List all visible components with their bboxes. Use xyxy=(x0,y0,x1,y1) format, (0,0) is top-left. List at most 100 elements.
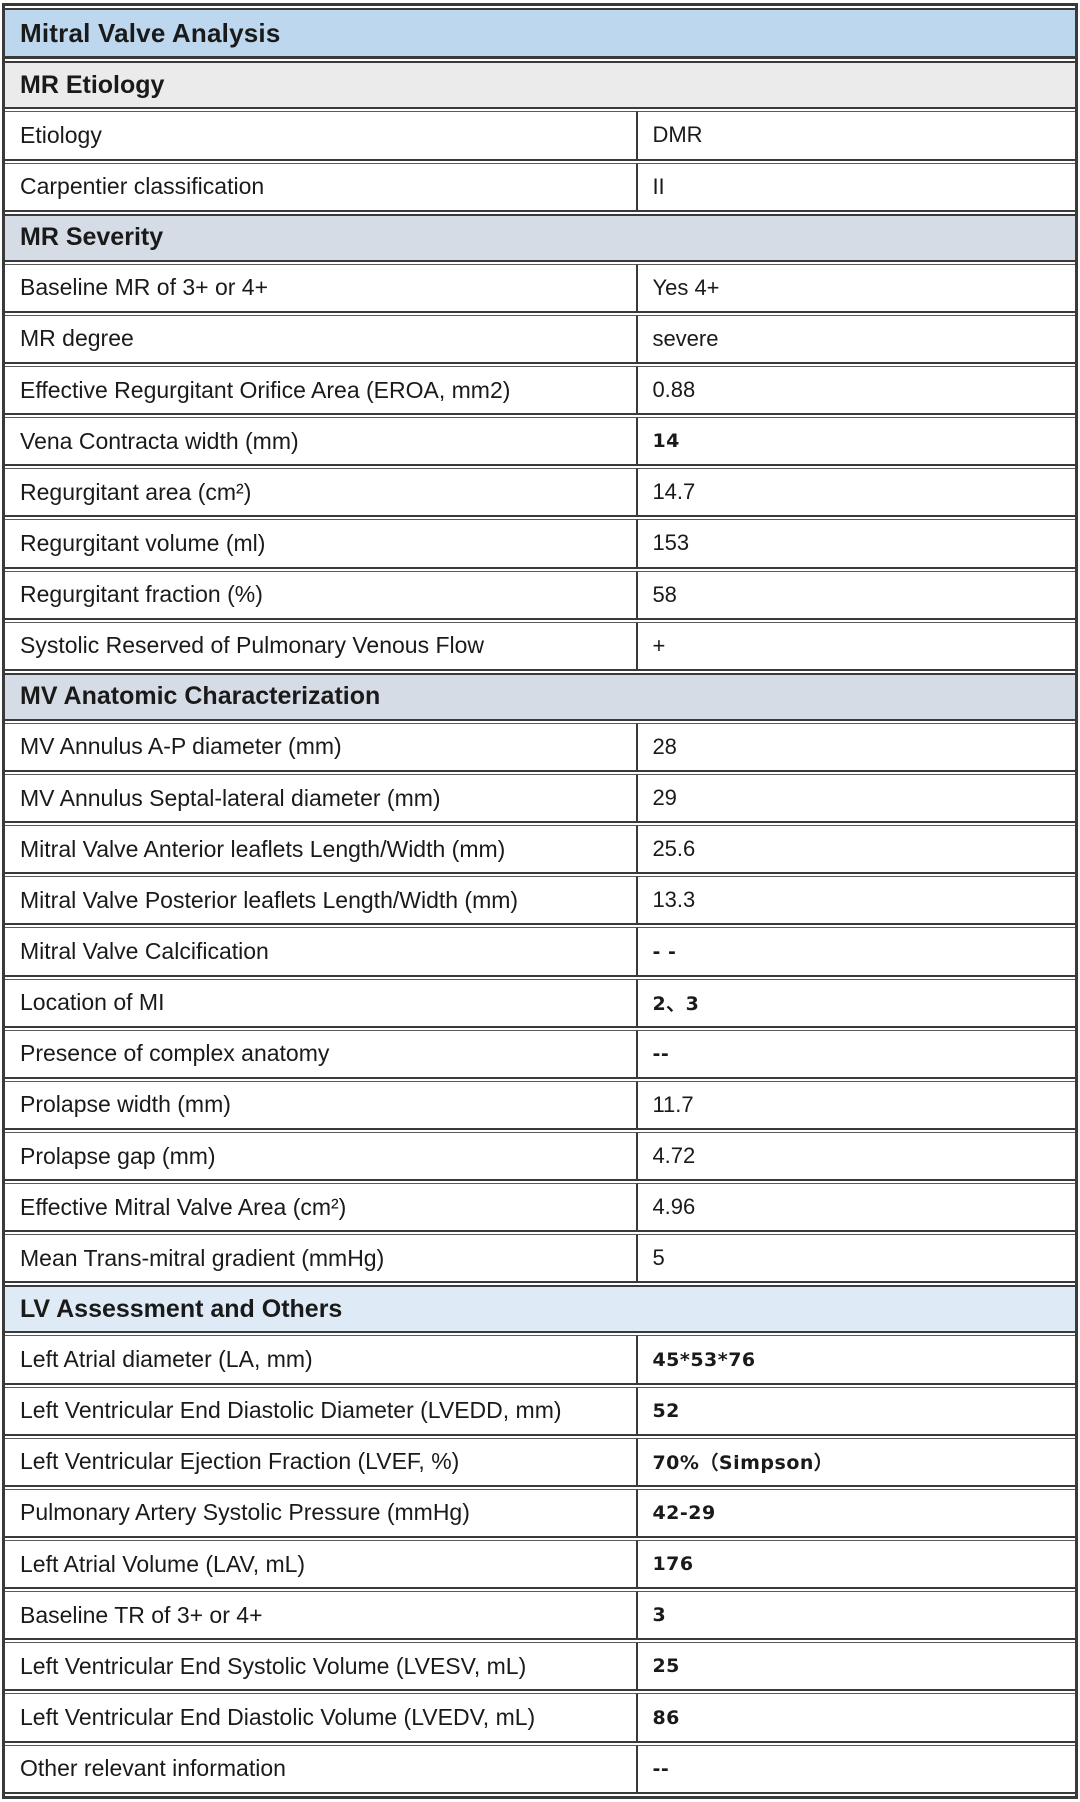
table-row: Presence of complex anatomy -- xyxy=(5,1029,1075,1079)
row-value: -- xyxy=(638,1029,1075,1079)
table-row: Effective Regurgitant Orifice Area (EROA… xyxy=(5,365,1075,416)
section-header-row: MR Etiology xyxy=(5,61,1075,110)
row-value: 70%（Simpson） xyxy=(638,1437,1075,1487)
row-label: Mean Trans-mitral gradient (mmHg) xyxy=(5,1234,639,1284)
row-value: 5 xyxy=(638,1234,1075,1284)
table-row: Other relevant information -- xyxy=(5,1744,1075,1794)
row-label: Location of MI xyxy=(5,978,639,1028)
row-label: Left Ventricular Ejection Fraction (LVEF… xyxy=(5,1437,639,1487)
table-row: Effective Mitral Valve Area (cm²) 4.96 xyxy=(5,1183,1075,1233)
table-row: Vena Contracta width (mm) 14 xyxy=(5,417,1075,467)
row-label: MV Annulus A-P diameter (mm) xyxy=(5,722,639,773)
row-value: 58 xyxy=(638,570,1075,620)
section-header-row: MR Severity xyxy=(5,213,1075,262)
row-label: Baseline TR of 3+ or 4+ xyxy=(5,1591,639,1641)
table-row: Regurgitant volume (ml) 153 xyxy=(5,519,1075,569)
row-value: 14 xyxy=(638,417,1075,467)
row-value: 14.7 xyxy=(638,468,1075,518)
row-label: Left Atrial diameter (LA, mm) xyxy=(5,1335,639,1385)
row-label: Regurgitant area (cm²) xyxy=(5,468,639,518)
row-value: 153 xyxy=(638,519,1075,569)
table-row: MV Annulus Septal-lateral diameter (mm) 2… xyxy=(5,774,1075,824)
row-value: 0.88 xyxy=(638,365,1075,416)
row-label: Prolapse gap (mm) xyxy=(5,1132,639,1182)
row-value: 45*53*76 xyxy=(638,1335,1075,1385)
row-value: 3 xyxy=(638,1591,1075,1641)
row-value: DMR xyxy=(638,111,1075,161)
row-label: Pulmonary Artery Systolic Pressure (mmHg… xyxy=(5,1488,639,1539)
row-value: 52 xyxy=(638,1386,1075,1436)
row-value: -- xyxy=(638,1744,1075,1794)
section-header-mr-severity: MR Severity xyxy=(5,213,1075,262)
table-row: Baseline MR of 3+ or 4+ Yes 4+ xyxy=(5,263,1075,313)
row-value: + xyxy=(638,621,1075,671)
table-row: Left Ventricular Ejection Fraction (LVEF… xyxy=(5,1437,1075,1487)
row-value: 25.6 xyxy=(638,825,1075,875)
row-value: 13.3 xyxy=(638,876,1075,926)
row-value: - - xyxy=(638,927,1075,977)
section-header-lv-assessment-and-others: LV Assessment and Others xyxy=(5,1285,1075,1334)
row-value: 176 xyxy=(638,1540,1075,1590)
table-row: Baseline TR of 3+ or 4+ 3 xyxy=(5,1591,1075,1641)
table-row: Pulmonary Artery Systolic Pressure (mmHg… xyxy=(5,1488,1075,1539)
row-label: Systolic Reserved of Pulmonary Venous Fl… xyxy=(5,621,639,671)
row-value: 42-29 xyxy=(638,1488,1075,1539)
table-row: Left Ventricular End Systolic Volume (LV… xyxy=(5,1642,1075,1692)
table-row: Regurgitant fraction (%) 58 xyxy=(5,570,1075,620)
section-header-row: MV Anatomic Characterization xyxy=(5,672,1075,721)
row-value: severe xyxy=(638,314,1075,364)
table-title-row: Mitral Valve Analysis xyxy=(5,8,1075,60)
table-title: Mitral Valve Analysis xyxy=(5,8,1075,60)
row-label: Mitral Valve Anterior leaflets Length/Wi… xyxy=(5,825,639,875)
table-row: Left Ventricular End Diastolic Volume (L… xyxy=(5,1693,1075,1743)
row-label: Left Ventricular End Diastolic Diameter … xyxy=(5,1386,639,1436)
row-value: 29 xyxy=(638,774,1075,824)
table-row: Mitral Valve Calcification - - xyxy=(5,927,1075,977)
row-label: Regurgitant fraction (%) xyxy=(5,570,639,620)
table-row: MV Annulus A-P diameter (mm) 28 xyxy=(5,722,1075,773)
row-value: Yes 4+ xyxy=(638,263,1075,313)
table-row: Mitral Valve Anterior leaflets Length/Wi… xyxy=(5,825,1075,875)
row-label: Effective Mitral Valve Area (cm²) xyxy=(5,1183,639,1233)
row-label: Etiology xyxy=(5,111,639,161)
row-label: Left Ventricular End Systolic Volume (LV… xyxy=(5,1642,639,1692)
table-row: Left Ventricular End Diastolic Diameter … xyxy=(5,1386,1075,1436)
table-row: Carpentier classification II xyxy=(5,162,1075,212)
table-row: Mitral Valve Posterior leaflets Length/W… xyxy=(5,876,1075,926)
table-row: Left Atrial Volume (LAV, mL) 176 xyxy=(5,1540,1075,1590)
row-label: Left Ventricular End Diastolic Volume (L… xyxy=(5,1693,639,1743)
row-label: Regurgitant volume (ml) xyxy=(5,519,639,569)
row-label: MV Annulus Septal-lateral diameter (mm) xyxy=(5,774,639,824)
row-label: Presence of complex anatomy xyxy=(5,1029,639,1079)
table-row: Mean Trans-mitral gradient (mmHg) 5 xyxy=(5,1234,1075,1284)
row-value: 4.96 xyxy=(638,1183,1075,1233)
table-row: Etiology DMR xyxy=(5,111,1075,161)
table-row: Location of MI 2、3 xyxy=(5,978,1075,1028)
row-value: II xyxy=(638,162,1075,212)
row-label: Left Atrial Volume (LAV, mL) xyxy=(5,1540,639,1590)
table-row: MR degree severe xyxy=(5,314,1075,364)
row-value: 25 xyxy=(638,1642,1075,1692)
row-value: 86 xyxy=(638,1693,1075,1743)
row-label: Baseline MR of 3+ or 4+ xyxy=(5,263,639,313)
row-label: Prolapse width (mm) xyxy=(5,1080,639,1130)
table-row: Prolapse gap (mm) 4.72 xyxy=(5,1132,1075,1182)
row-value: 11.7 xyxy=(638,1080,1075,1130)
section-header-row: LV Assessment and Others xyxy=(5,1285,1075,1334)
row-label: Effective Regurgitant Orifice Area (EROA… xyxy=(5,365,639,416)
row-value: 28 xyxy=(638,722,1075,773)
section-header-mv-anatomic-characterization: MV Anatomic Characterization xyxy=(5,672,1075,721)
row-label: Carpentier classification xyxy=(5,162,639,212)
row-label: Other relevant information xyxy=(5,1744,639,1794)
row-value: 2、3 xyxy=(638,978,1075,1028)
row-value: 4.72 xyxy=(638,1132,1075,1182)
table-row: Regurgitant area (cm²) 14.7 xyxy=(5,468,1075,518)
table-row: Systolic Reserved of Pulmonary Venous Fl… xyxy=(5,621,1075,671)
row-label: Mitral Valve Calcification xyxy=(5,927,639,977)
table-row: Prolapse width (mm) 11.7 xyxy=(5,1080,1075,1130)
row-label: MR degree xyxy=(5,314,639,364)
section-header-mr-etiology: MR Etiology xyxy=(5,61,1075,110)
mitral-valve-analysis-table: Mitral Valve Analysis MR Etiology Etiolog… xyxy=(2,3,1078,1799)
row-label: Mitral Valve Posterior leaflets Length/W… xyxy=(5,876,639,926)
